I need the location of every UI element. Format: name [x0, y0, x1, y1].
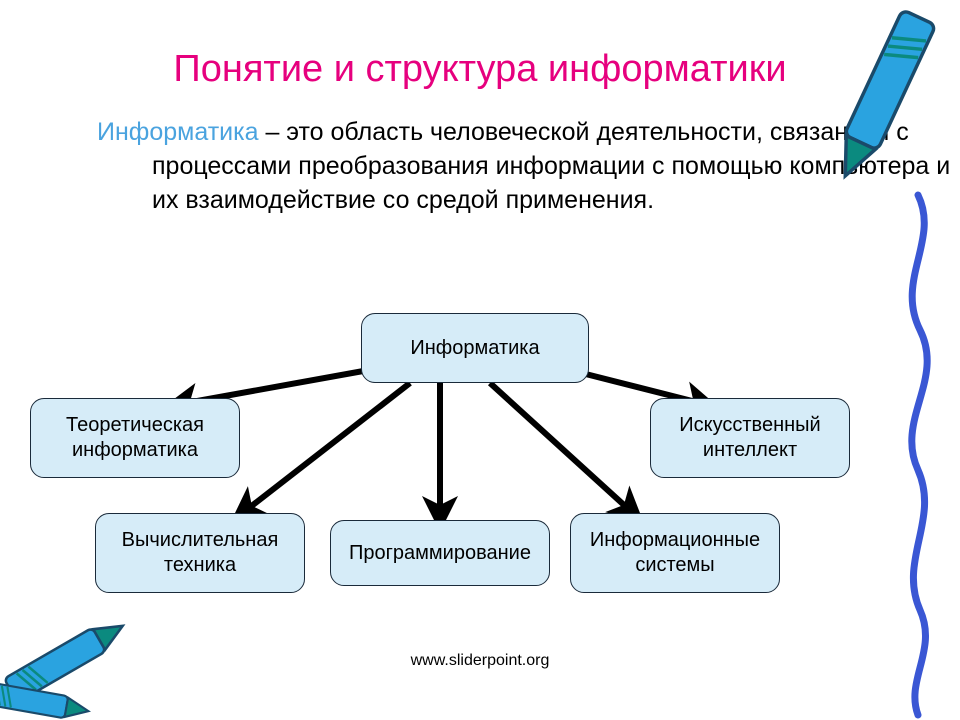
crayon-top-right-icon [829, 10, 936, 184]
arrow-1 [240, 383, 410, 515]
diagram-root-node: Информатика [361, 313, 589, 383]
diagram-child-node-3: Информационные системы [570, 513, 780, 593]
squiggle-right-icon [912, 195, 927, 715]
slide: { "title": { "text": "Понятие и структур… [0, 0, 960, 720]
arrow-3 [490, 383, 635, 515]
diagram-child-node-4: Искусственный интеллект [650, 398, 850, 478]
arrows-group [175, 368, 708, 520]
diagram-child-node-1: Вычислительная техника [95, 513, 305, 593]
diagram-child-node-0: Теоретическая информатика [30, 398, 240, 478]
diagram-child-node-2: Программирование [330, 520, 550, 586]
footer-url: www.sliderpoint.org [0, 652, 960, 670]
